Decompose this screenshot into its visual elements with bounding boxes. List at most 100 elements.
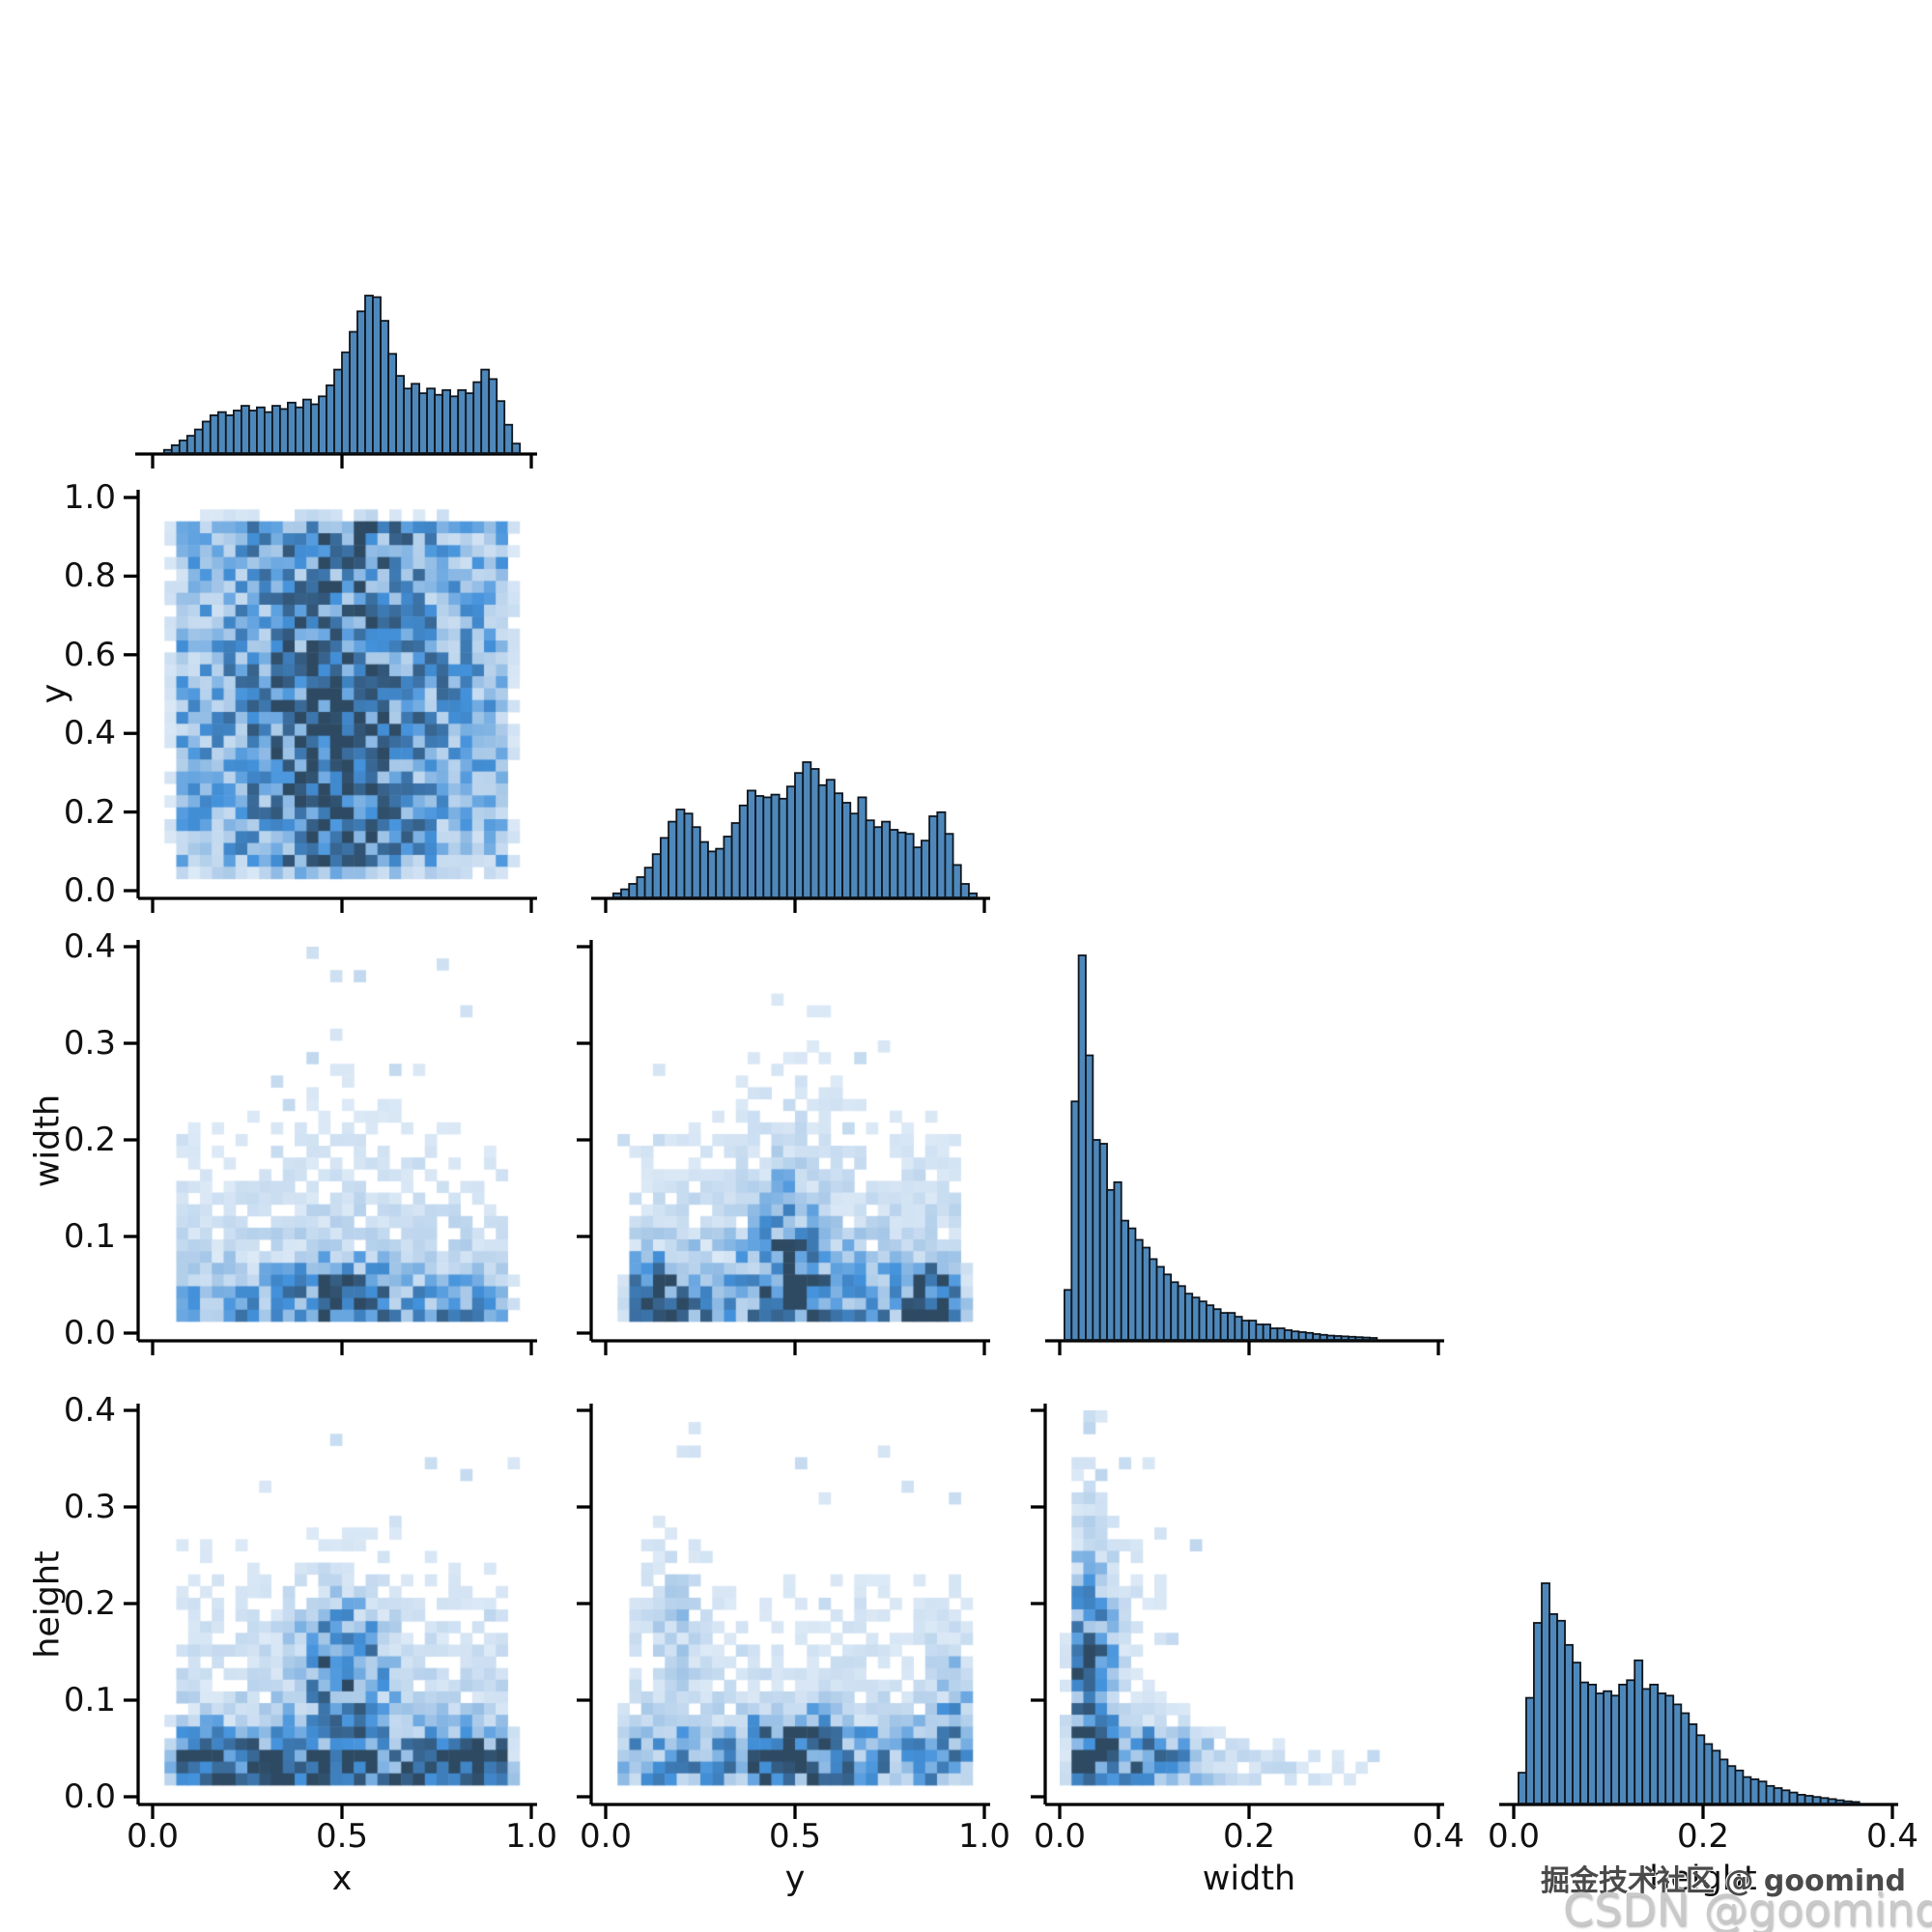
histogram-bar bbox=[1595, 1692, 1605, 1804]
histogram-bar bbox=[1120, 1219, 1129, 1341]
histogram-bar bbox=[333, 368, 343, 454]
histogram-bar bbox=[1198, 1300, 1208, 1341]
histogram-bar bbox=[1354, 1336, 1364, 1341]
histogram-bar bbox=[785, 785, 796, 898]
histogram-bar bbox=[936, 810, 947, 898]
histogram-bar bbox=[1579, 1681, 1589, 1804]
histogram-bar bbox=[1340, 1335, 1350, 1341]
tick-label: 0.8 bbox=[63, 556, 116, 596]
tick-label: 0.0 bbox=[1487, 1817, 1541, 1856]
x-axis-title-y: y bbox=[784, 1860, 806, 1898]
x-axis-title-x: x bbox=[331, 1860, 353, 1898]
histogram-bar bbox=[738, 804, 749, 898]
histogram-bar bbox=[668, 820, 678, 898]
histogram-bar bbox=[1749, 1778, 1760, 1804]
histogram-bar bbox=[1525, 1696, 1535, 1804]
histogram-bar bbox=[1804, 1795, 1814, 1804]
histogram-bar bbox=[1098, 1143, 1108, 1341]
histogram-bar bbox=[810, 768, 820, 898]
histogram-bar bbox=[1262, 1323, 1271, 1341]
histogram-bar bbox=[1369, 1337, 1378, 1341]
histogram-bars-height bbox=[1518, 1582, 1861, 1804]
histogram-bar bbox=[1319, 1333, 1328, 1341]
histogram-bar bbox=[1734, 1769, 1745, 1804]
histogram-bar bbox=[1206, 1304, 1215, 1341]
histogram-bar bbox=[1113, 1180, 1122, 1341]
histogram-bar bbox=[1333, 1335, 1343, 1341]
histogram-bar bbox=[1657, 1692, 1667, 1804]
tick-label: 0.5 bbox=[768, 1817, 822, 1856]
histogram-bar bbox=[255, 406, 266, 454]
histogram-bar bbox=[944, 833, 954, 898]
tick-label: 0.2 bbox=[63, 1584, 116, 1623]
tick-label: 0.0 bbox=[63, 1777, 116, 1816]
histogram-bar bbox=[643, 867, 654, 898]
histogram-bar bbox=[1518, 1772, 1527, 1804]
tick-label: 0.0 bbox=[126, 1817, 180, 1856]
histogram-bar bbox=[1240, 1320, 1250, 1341]
histogram-bar bbox=[1618, 1684, 1629, 1804]
tick-label: 0.1 bbox=[63, 1681, 116, 1719]
tick-label: 0.4 bbox=[63, 927, 116, 966]
histogram-bar bbox=[959, 883, 970, 898]
histogram-bar bbox=[1162, 1273, 1173, 1341]
histogram-bar bbox=[675, 809, 686, 898]
histogram-bar bbox=[1742, 1776, 1752, 1804]
histogram-bar bbox=[715, 847, 725, 898]
tick-label: 0.1 bbox=[63, 1217, 116, 1256]
histogram-bar bbox=[865, 819, 875, 898]
histogram-bar bbox=[825, 779, 836, 898]
histogram-bar bbox=[1361, 1336, 1371, 1341]
histogram-bar bbox=[1134, 1238, 1144, 1341]
histogram-bar bbox=[1541, 1582, 1550, 1804]
histogram-bar bbox=[170, 443, 181, 454]
histogram-bar bbox=[1610, 1694, 1621, 1804]
histogram-bar bbox=[849, 812, 860, 898]
histogram-bar bbox=[318, 395, 327, 454]
histogram-bar bbox=[1548, 1613, 1558, 1804]
histogram-bar bbox=[1765, 1784, 1776, 1804]
heatmap-height-vs-width bbox=[1060, 1410, 1438, 1797]
histogram-bar bbox=[465, 392, 475, 454]
histogram-bar bbox=[968, 892, 979, 898]
histogram-bar bbox=[1811, 1796, 1822, 1804]
histogram-bar bbox=[1248, 1320, 1258, 1341]
histogram-bar bbox=[201, 420, 212, 454]
histogram-bar bbox=[1788, 1791, 1799, 1804]
histogram-bar bbox=[1291, 1330, 1300, 1341]
tick-label: 0.2 bbox=[1222, 1817, 1276, 1856]
histogram-bar bbox=[247, 410, 258, 454]
tick-label: 0.2 bbox=[1676, 1817, 1730, 1856]
histogram-bar bbox=[896, 831, 907, 898]
y-axis-title-y: y bbox=[35, 683, 74, 704]
histogram-bar bbox=[778, 797, 788, 898]
histogram-bar bbox=[1106, 1188, 1116, 1341]
histogram-bar bbox=[1312, 1333, 1321, 1341]
histogram-bar bbox=[1297, 1331, 1307, 1341]
histogram-bar bbox=[341, 351, 351, 454]
histogram-bar bbox=[349, 330, 358, 454]
tick-label: 1.0 bbox=[504, 1817, 558, 1856]
tick-label: 0.4 bbox=[1865, 1817, 1919, 1856]
tick-label: 0.4 bbox=[63, 1391, 116, 1430]
histogram-bar bbox=[660, 837, 669, 898]
histogram-bar bbox=[1688, 1723, 1698, 1804]
histogram-bar bbox=[1348, 1335, 1357, 1341]
histogram-bar bbox=[1219, 1312, 1229, 1341]
heatmap-height-vs-x bbox=[153, 1410, 531, 1797]
histogram-bar bbox=[1304, 1331, 1315, 1341]
histogram-bar bbox=[802, 761, 812, 898]
histogram-bar bbox=[1212, 1308, 1222, 1341]
histogram-bar bbox=[403, 387, 413, 454]
histogram-bar bbox=[1234, 1316, 1243, 1341]
histogram-bar bbox=[380, 320, 390, 454]
tick-label: 0.3 bbox=[63, 1024, 116, 1063]
histogram-bar bbox=[178, 440, 188, 454]
histogram-bar bbox=[1603, 1690, 1613, 1804]
histogram-bar bbox=[1649, 1684, 1660, 1804]
histogram-bar bbox=[1092, 1139, 1101, 1341]
histogram-bar bbox=[1634, 1659, 1644, 1804]
histogram-bar bbox=[872, 826, 883, 898]
tick-label: 0.2 bbox=[63, 1121, 116, 1159]
